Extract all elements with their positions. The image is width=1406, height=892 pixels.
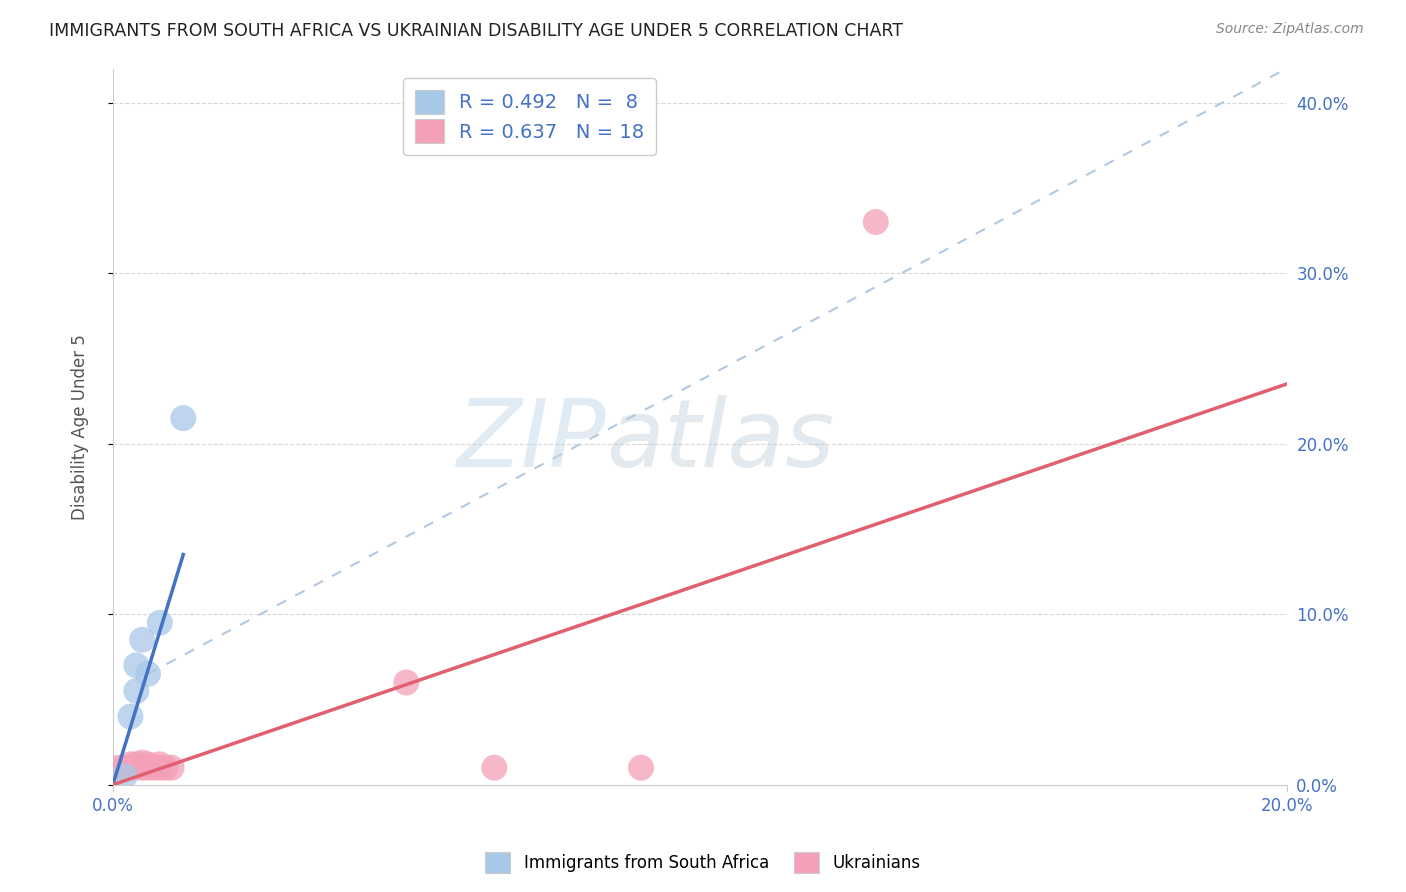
Point — [136, 761, 159, 775]
Point — [125, 757, 148, 772]
Legend: Immigrants from South Africa, Ukrainians: Immigrants from South Africa, Ukrainians — [479, 846, 927, 880]
Point — [136, 667, 159, 681]
Point — [131, 756, 153, 770]
Point — [114, 769, 136, 783]
Point — [155, 761, 177, 775]
Y-axis label: Disability Age Under 5: Disability Age Under 5 — [72, 334, 89, 519]
Point — [120, 709, 142, 723]
Point — [172, 411, 194, 425]
Point — [125, 658, 148, 673]
Point — [630, 761, 652, 775]
Point — [125, 684, 148, 698]
Point — [107, 761, 129, 775]
Point — [125, 761, 148, 775]
Point — [131, 632, 153, 647]
Text: Source: ZipAtlas.com: Source: ZipAtlas.com — [1216, 22, 1364, 37]
Text: ZIP: ZIP — [456, 395, 606, 486]
Point — [484, 761, 506, 775]
Point — [160, 761, 183, 775]
Text: IMMIGRANTS FROM SOUTH AFRICA VS UKRAINIAN DISABILITY AGE UNDER 5 CORRELATION CHA: IMMIGRANTS FROM SOUTH AFRICA VS UKRAINIA… — [49, 22, 903, 40]
Point — [120, 757, 142, 772]
Point — [131, 761, 153, 775]
Point — [395, 675, 418, 690]
Point — [149, 615, 172, 630]
Point — [136, 757, 159, 772]
Point — [149, 757, 172, 772]
Point — [142, 761, 165, 775]
Legend: R = 0.492   N =  8, R = 0.637   N = 18: R = 0.492 N = 8, R = 0.637 N = 18 — [404, 78, 657, 155]
Text: atlas: atlas — [606, 395, 834, 486]
Point — [865, 215, 887, 229]
Point — [114, 761, 136, 775]
Point — [149, 761, 172, 775]
